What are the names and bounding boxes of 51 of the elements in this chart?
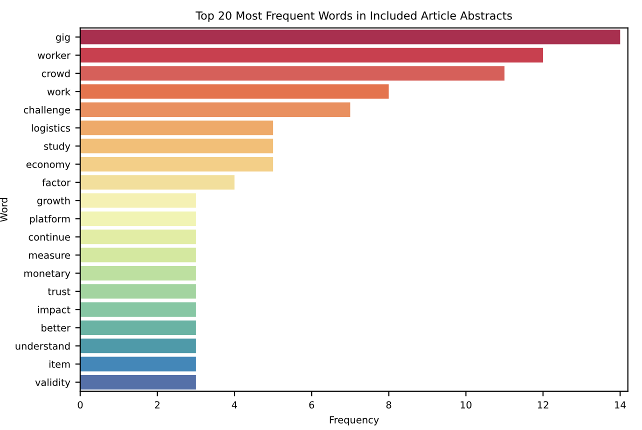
bar <box>80 102 350 117</box>
bar <box>80 248 196 262</box>
y-tick-label: platform <box>30 215 70 224</box>
x-tick-label: 8 <box>386 401 392 409</box>
y-tick-label: crowd <box>42 70 70 78</box>
y-tick-label: trust <box>48 288 70 296</box>
y-tick-label: logistics <box>32 124 70 134</box>
bar <box>80 266 196 280</box>
bar <box>80 193 196 208</box>
bar <box>80 356 196 372</box>
x-tick-label: 12 <box>538 401 548 408</box>
y-tick-label: monetary <box>24 270 70 279</box>
bar <box>80 284 196 299</box>
x-tick-label: 10 <box>460 401 472 409</box>
y-tick-label: impact <box>38 306 70 316</box>
y-tick-label: study <box>44 142 70 152</box>
bar <box>80 48 544 62</box>
bar <box>80 84 389 99</box>
bar <box>80 302 196 317</box>
y-tick-label: continue <box>28 233 70 241</box>
y-tick-label: item <box>49 360 70 368</box>
bar <box>80 211 196 226</box>
bar <box>80 66 504 81</box>
y-tick-label: factor <box>42 178 71 186</box>
bar <box>80 175 235 190</box>
x-tick-label: 0 <box>78 401 83 409</box>
y-tick-label: work <box>47 88 70 96</box>
x-tick-label: 2 <box>155 401 160 408</box>
y-tick-label: better <box>42 324 71 332</box>
bar <box>80 230 196 244</box>
x-tick-label: 14 <box>615 401 626 408</box>
x-tick-label: 4 <box>232 401 238 408</box>
bar <box>80 120 274 136</box>
bar <box>80 138 274 154</box>
y-tick-label: understand <box>16 342 70 350</box>
y-tick-label: validity <box>35 378 70 388</box>
y-tick-label: gig <box>56 33 70 43</box>
bar <box>80 338 196 354</box>
y-tick-label: challenge <box>24 106 70 116</box>
bar <box>80 156 274 172</box>
chart-title: Top 20 Most Frequent Words in Included Article Abstracts <box>196 11 512 22</box>
y-tick-label: measure <box>29 253 70 259</box>
bar <box>80 30 620 44</box>
y-tick-label: economy <box>26 162 70 170</box>
y-tick-label: worker <box>38 52 71 60</box>
x-tick-label: 6 <box>309 401 314 409</box>
x-axis-title: Frequency <box>330 416 379 426</box>
bar <box>80 374 196 390</box>
y-axis-title: Word <box>0 198 8 222</box>
bar <box>80 320 196 335</box>
y-tick-label: growth <box>37 196 70 206</box>
